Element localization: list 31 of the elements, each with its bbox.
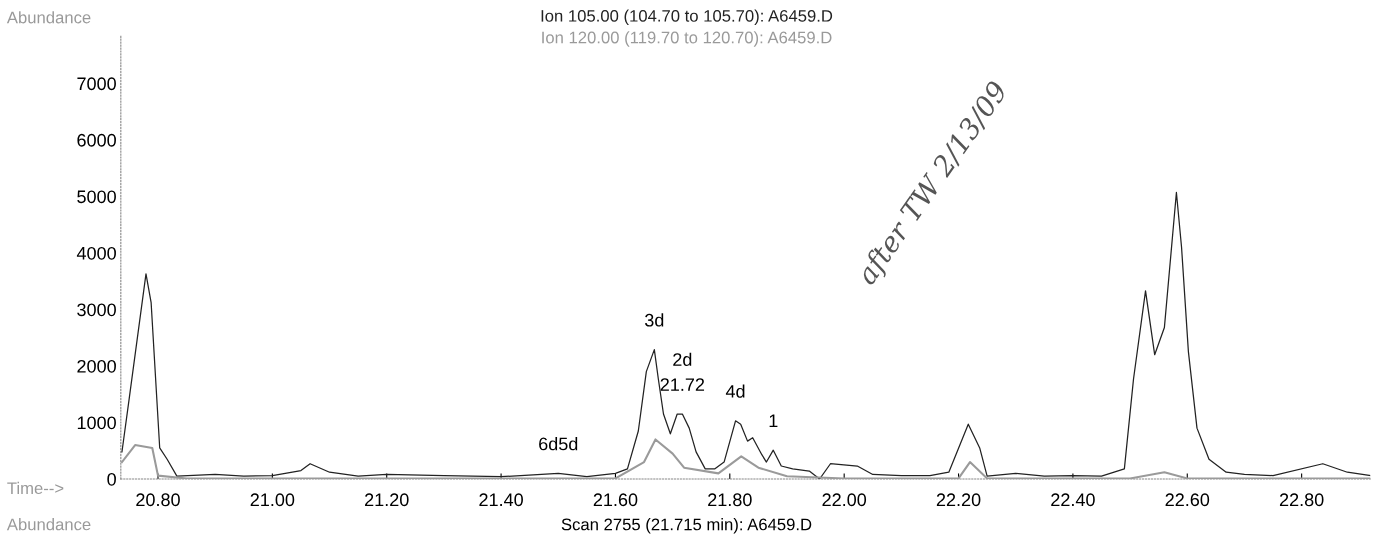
- text: Ion 105.00 (104.70 to 105.70): A6459.D: [541, 9, 833, 26]
- x-tick-label: 22.80: [1279, 493, 1324, 507]
- y-tick-label: 2000: [77, 359, 116, 373]
- x-tick-label: 21.80: [708, 493, 752, 507]
- y-tick-label: 4000: [76, 246, 116, 260]
- y-tick-label: 6000: [77, 133, 116, 147]
- annotation: 21.72: [660, 378, 705, 391]
- x-tick-label: 20.80: [136, 493, 180, 507]
- annotation: 4d: [725, 384, 745, 398]
- text: Abundance: [6, 518, 91, 531]
- text: Ion 120.00 (119.70 to 120.70): A6459.D: [542, 31, 832, 47]
- y-tick-label: 1000: [77, 416, 116, 430]
- x-tick-label: 22.00: [822, 493, 867, 507]
- x-tick-label: 21.00: [250, 493, 295, 507]
- annotation: 2d: [673, 352, 692, 366]
- y-tick-label: 3000: [77, 303, 116, 317]
- y-tick-label: 0: [107, 472, 116, 486]
- y-tick-label: 7000: [77, 77, 116, 91]
- x-tick-label: 21.60: [593, 493, 638, 507]
- annotation: 3d: [644, 313, 664, 327]
- text: Scan 2755 (21.715 min): A6459.D: [561, 518, 812, 534]
- y-axis-title: Abundance: [6, 11, 91, 24]
- annotation: 6d5d: [539, 437, 578, 451]
- x-axis-title: Time-->: [7, 481, 64, 495]
- x-tick-label: 22.20: [936, 493, 981, 507]
- y-tick-label: 5000: [77, 190, 116, 204]
- x-tick-label: 22.40: [1051, 493, 1095, 507]
- x-tick-label: 21.20: [365, 493, 409, 507]
- x-tick-label: 22.60: [1165, 493, 1210, 507]
- annotation: 1: [769, 414, 778, 427]
- x-tick-label: 21.40: [479, 493, 523, 507]
